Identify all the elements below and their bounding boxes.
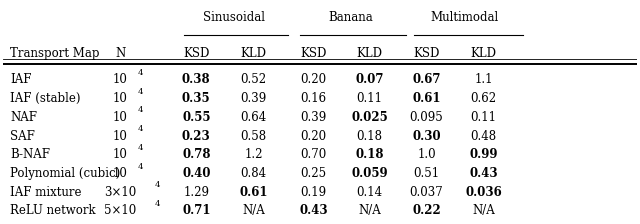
Text: 0.35: 0.35 — [182, 92, 211, 105]
Text: 0.99: 0.99 — [469, 148, 498, 161]
Text: Polynomial (cubic): Polynomial (cubic) — [10, 167, 121, 180]
Text: NAF: NAF — [10, 111, 37, 124]
Text: 10: 10 — [113, 167, 127, 180]
Text: KLD: KLD — [356, 47, 383, 60]
Text: 0.70: 0.70 — [301, 148, 327, 161]
Text: 0.22: 0.22 — [412, 205, 441, 218]
Text: 0.64: 0.64 — [240, 111, 266, 124]
Text: 0.62: 0.62 — [470, 92, 497, 105]
Text: 0.30: 0.30 — [412, 129, 441, 143]
Text: 0.67: 0.67 — [412, 73, 441, 86]
Text: 0.11: 0.11 — [470, 111, 497, 124]
Text: KLD: KLD — [241, 47, 266, 60]
Text: KLD: KLD — [470, 47, 497, 60]
Text: 10: 10 — [113, 92, 127, 105]
Text: 0.036: 0.036 — [465, 186, 502, 199]
Text: 4: 4 — [138, 106, 143, 114]
Text: IAF: IAF — [10, 73, 32, 86]
Text: 4: 4 — [154, 200, 160, 208]
Text: 10: 10 — [113, 73, 127, 86]
Text: 0.58: 0.58 — [241, 129, 266, 143]
Text: 0.40: 0.40 — [182, 167, 211, 180]
Text: 1.1: 1.1 — [474, 73, 493, 86]
Text: 4: 4 — [138, 144, 143, 152]
Text: 4: 4 — [138, 88, 143, 96]
Text: 0.43: 0.43 — [300, 205, 328, 218]
Text: 4: 4 — [154, 181, 160, 189]
Text: 0.78: 0.78 — [182, 148, 211, 161]
Text: Transport Map: Transport Map — [10, 47, 100, 60]
Text: 0.037: 0.037 — [410, 186, 444, 199]
Text: 5×10: 5×10 — [104, 205, 136, 218]
Text: ReLU network: ReLU network — [10, 205, 96, 218]
Text: 3×10: 3×10 — [104, 186, 136, 199]
Text: B-NAF: B-NAF — [10, 148, 51, 161]
Text: N/A: N/A — [242, 205, 265, 218]
Text: 0.23: 0.23 — [182, 129, 211, 143]
Text: IAF (stable): IAF (stable) — [10, 92, 81, 105]
Text: 4: 4 — [138, 69, 143, 77]
Text: 0.48: 0.48 — [470, 129, 497, 143]
Text: 1.2: 1.2 — [244, 148, 262, 161]
Text: 0.39: 0.39 — [240, 92, 266, 105]
Text: Sinusoidal: Sinusoidal — [204, 11, 266, 24]
Text: N/A: N/A — [358, 205, 381, 218]
Text: IAF mixture: IAF mixture — [10, 186, 82, 199]
Text: 0.38: 0.38 — [182, 73, 211, 86]
Text: KSD: KSD — [183, 47, 209, 60]
Text: 0.16: 0.16 — [301, 92, 326, 105]
Text: Banana: Banana — [328, 11, 373, 24]
Text: N/A: N/A — [472, 205, 495, 218]
Text: Multimodal: Multimodal — [431, 11, 499, 24]
Text: 4: 4 — [138, 125, 143, 133]
Text: 0.11: 0.11 — [356, 92, 383, 105]
Text: 10: 10 — [113, 129, 127, 143]
Text: 0.43: 0.43 — [469, 167, 498, 180]
Text: 10: 10 — [113, 111, 127, 124]
Text: 0.84: 0.84 — [241, 167, 266, 180]
Text: 0.52: 0.52 — [241, 73, 266, 86]
Text: 0.55: 0.55 — [182, 111, 211, 124]
Text: 0.39: 0.39 — [301, 111, 327, 124]
Text: 0.51: 0.51 — [413, 167, 440, 180]
Text: 0.18: 0.18 — [356, 129, 383, 143]
Text: 4: 4 — [138, 163, 143, 171]
Text: 1.29: 1.29 — [183, 186, 209, 199]
Text: 0.07: 0.07 — [355, 73, 384, 86]
Text: SAF: SAF — [10, 129, 35, 143]
Text: 0.20: 0.20 — [301, 129, 326, 143]
Text: 0.14: 0.14 — [356, 186, 383, 199]
Text: 0.20: 0.20 — [301, 73, 326, 86]
Text: N: N — [115, 47, 125, 60]
Text: 0.059: 0.059 — [351, 167, 388, 180]
Text: 0.61: 0.61 — [239, 186, 268, 199]
Text: 0.095: 0.095 — [410, 111, 444, 124]
Text: 0.25: 0.25 — [301, 167, 326, 180]
Text: 1.0: 1.0 — [417, 148, 436, 161]
Text: 10: 10 — [113, 148, 127, 161]
Text: 0.19: 0.19 — [301, 186, 326, 199]
Text: 0.18: 0.18 — [355, 148, 384, 161]
Text: 0.71: 0.71 — [182, 205, 211, 218]
Text: 0.61: 0.61 — [412, 92, 441, 105]
Text: 0.025: 0.025 — [351, 111, 388, 124]
Text: KSD: KSD — [300, 47, 327, 60]
Text: KSD: KSD — [413, 47, 440, 60]
